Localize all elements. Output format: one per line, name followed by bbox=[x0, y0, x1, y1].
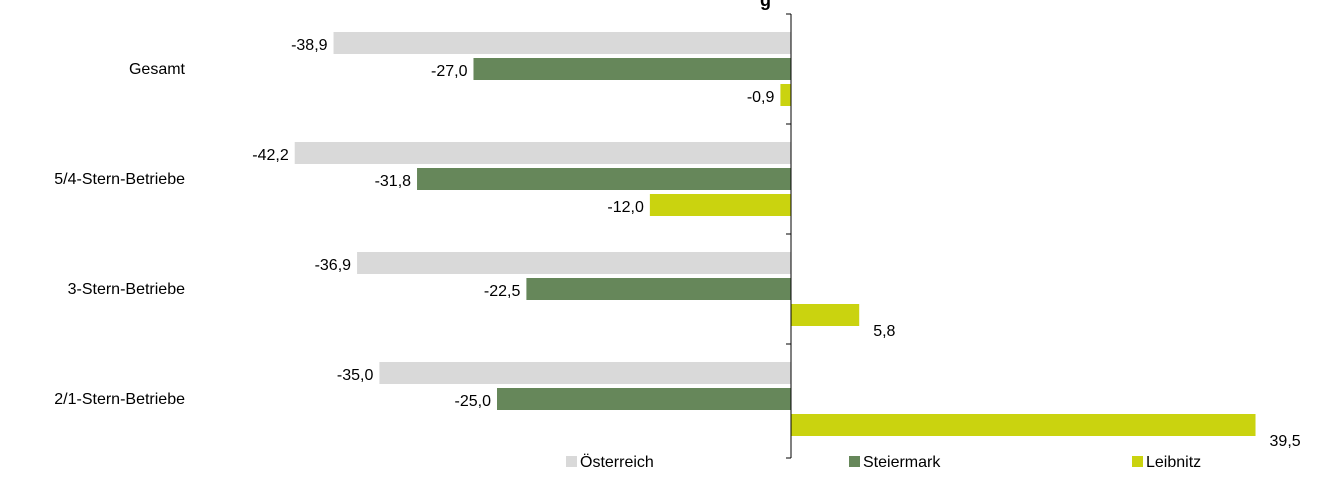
bar-leibnitz-3-stern-betriebe bbox=[791, 304, 860, 326]
legend: Österreich Steiermark Leibnitz bbox=[566, 453, 1201, 471]
chart-title: g bbox=[760, 0, 771, 10]
legend-label-steiermark: Steiermark bbox=[863, 454, 941, 471]
bar-oesterreich-5-4-stern-betriebe bbox=[294, 142, 791, 164]
bar-steiermark-3-stern-betriebe bbox=[526, 278, 791, 300]
bar-oesterreich-2-1-stern-betriebe bbox=[379, 362, 791, 384]
data-label-steiermark-3-stern-betriebe: -22,5 bbox=[484, 283, 521, 300]
labels-layer: Gesamt 5/4-Stern-Betriebe 3-Stern-Betriebe… bbox=[54, 37, 1300, 450]
data-label-oesterreich-3-stern-betriebe: -36,9 bbox=[315, 257, 352, 274]
bar-steiermark-2-1-stern-betriebe bbox=[497, 388, 791, 410]
bar-oesterreich-gesamt bbox=[333, 32, 791, 54]
legend-swatch-oesterreich bbox=[566, 456, 577, 467]
bar-leibnitz-5-4-stern-betriebe bbox=[649, 194, 791, 216]
bar-steiermark-gesamt bbox=[473, 58, 791, 80]
data-label-leibnitz-2-1-stern-betriebe: 39,5 bbox=[1270, 433, 1301, 450]
legend-swatch-leibnitz bbox=[1132, 456, 1143, 467]
data-label-leibnitz-5-4-stern-betriebe: -12,0 bbox=[607, 199, 644, 216]
bar-oesterreich-3-stern-betriebe bbox=[357, 252, 791, 274]
data-label-steiermark-5-4-stern-betriebe: -31,8 bbox=[375, 173, 412, 190]
data-label-leibnitz-gesamt: -0,9 bbox=[747, 89, 775, 106]
bar-leibnitz-2-1-stern-betriebe bbox=[791, 414, 1256, 436]
data-label-steiermark-gesamt: -27,0 bbox=[431, 63, 468, 80]
legend-label-leibnitz: Leibnitz bbox=[1146, 454, 1201, 471]
axis-layer bbox=[786, 13, 792, 459]
data-label-oesterreich-gesamt: -38,9 bbox=[291, 37, 328, 54]
data-label-oesterreich-2-1-stern-betriebe: -35,0 bbox=[337, 367, 374, 384]
bar-steiermark-5-4-stern-betriebe bbox=[417, 168, 791, 190]
legend-label-oesterreich: Österreich bbox=[580, 453, 654, 471]
legend-swatch-steiermark bbox=[849, 456, 860, 467]
bar-leibnitz-gesamt bbox=[780, 84, 791, 106]
bars-layer bbox=[294, 32, 1256, 436]
category-label-2-1-stern-betriebe: 2/1-Stern-Betriebe bbox=[54, 391, 185, 408]
data-label-steiermark-2-1-stern-betriebe: -25,0 bbox=[455, 393, 492, 410]
category-label-gesamt: Gesamt bbox=[129, 61, 186, 78]
data-label-oesterreich-5-4-stern-betriebe: -42,2 bbox=[252, 147, 289, 164]
category-label-3-stern-betriebe: 3-Stern-Betriebe bbox=[68, 281, 185, 298]
category-label-5-4-stern-betriebe: 5/4-Stern-Betriebe bbox=[54, 171, 185, 188]
data-label-leibnitz-3-stern-betriebe: 5,8 bbox=[873, 323, 895, 340]
